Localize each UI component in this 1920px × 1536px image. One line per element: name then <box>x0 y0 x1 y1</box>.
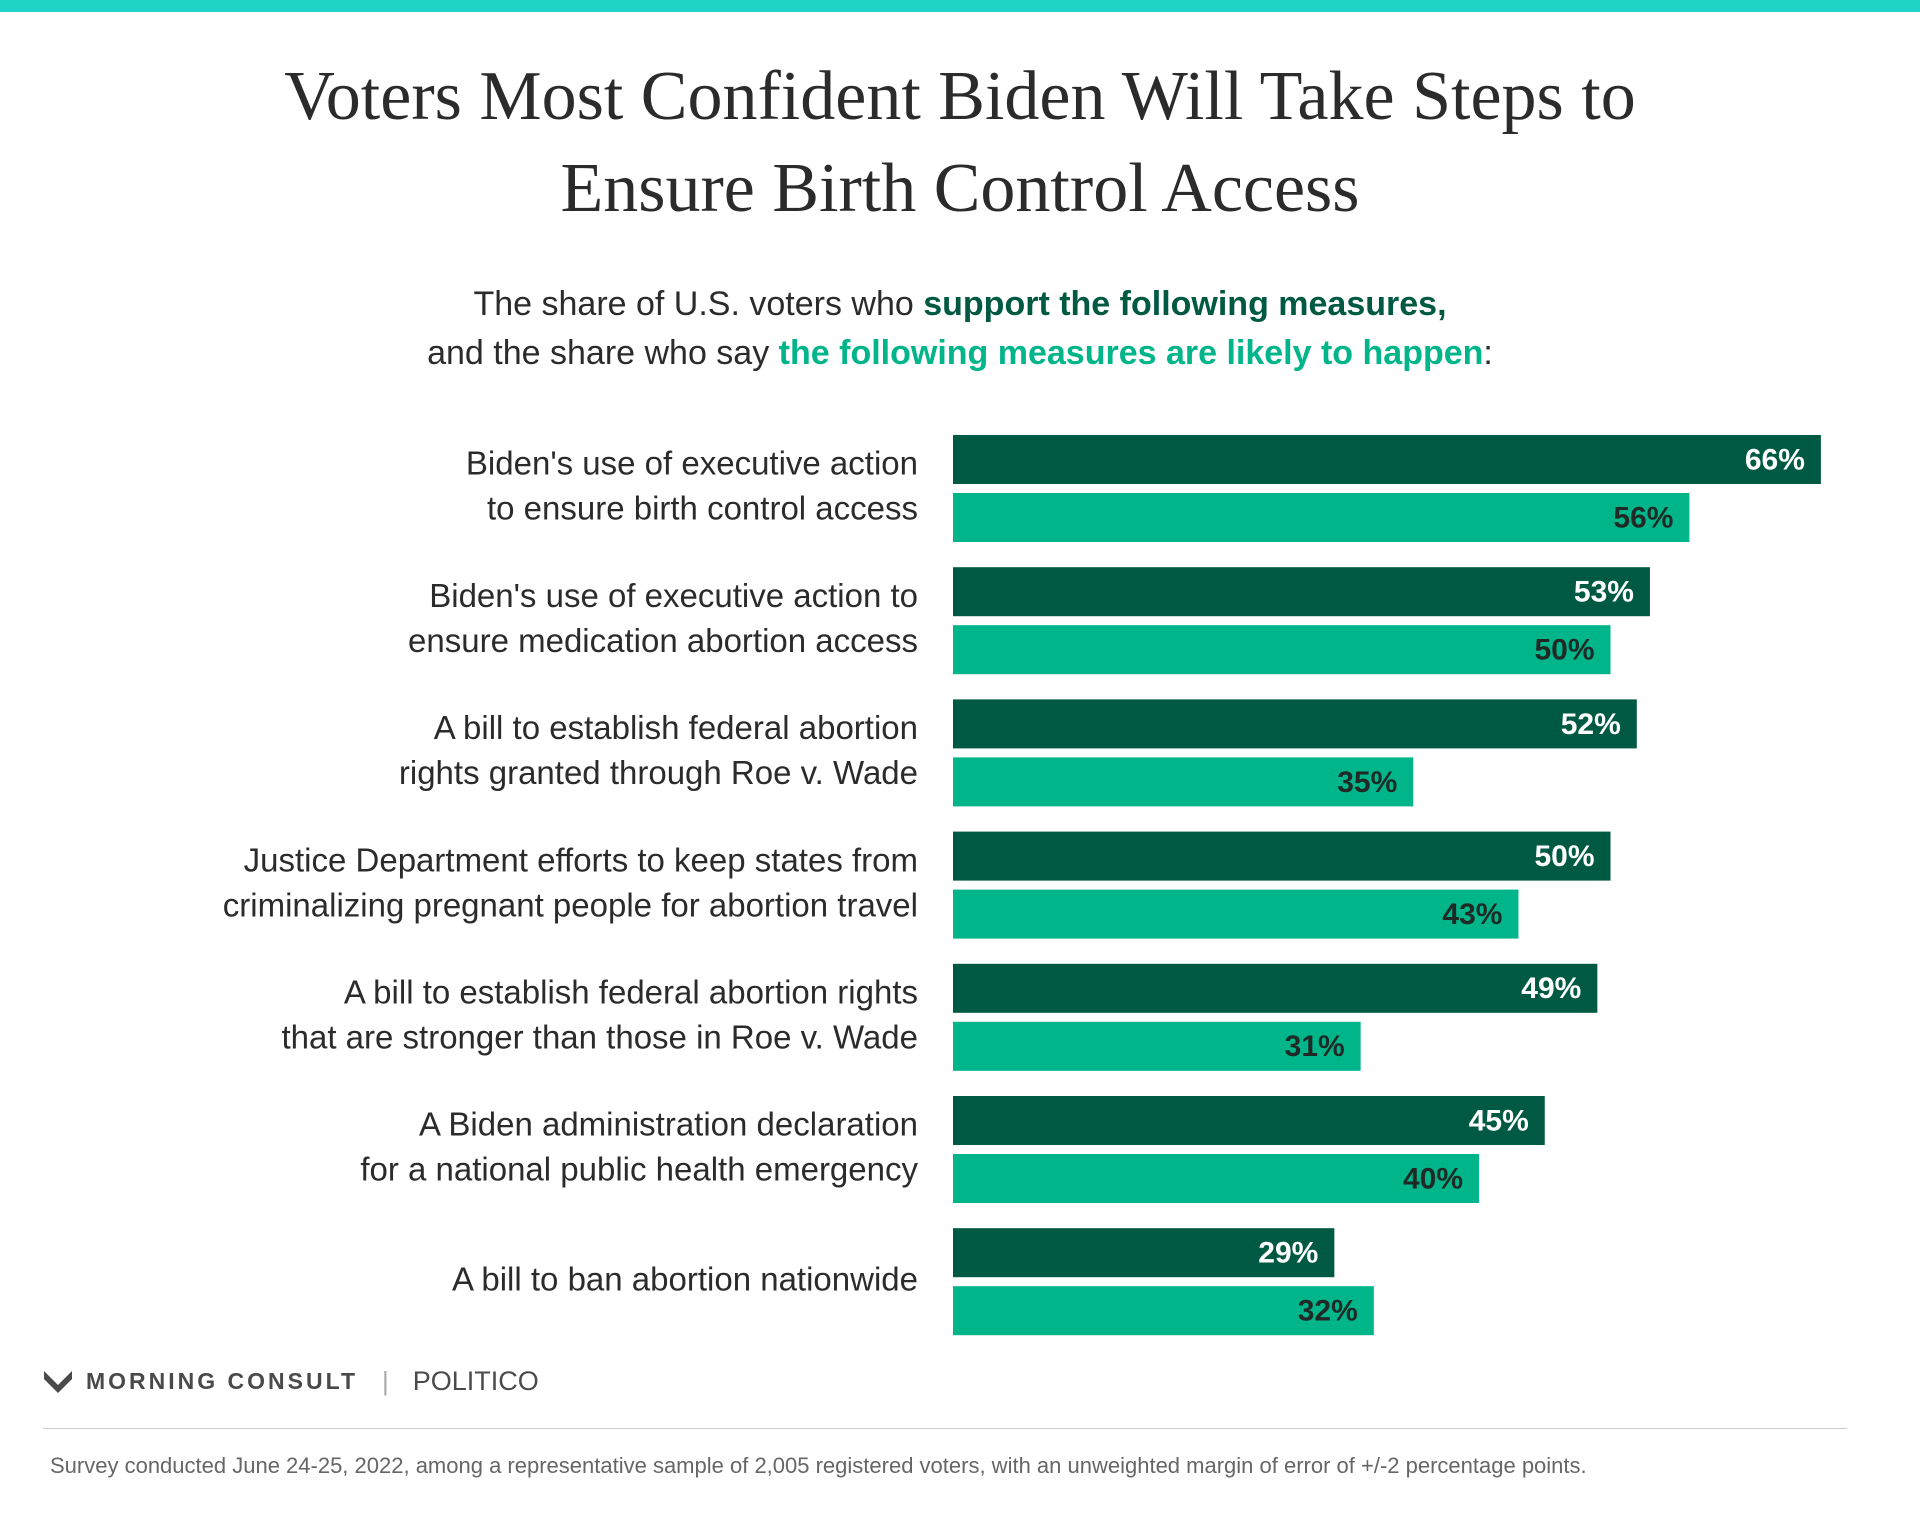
value-label: 29% <box>1258 1237 1318 1270</box>
logo-mark <box>44 1371 72 1393</box>
subtitle-text: and the share who say <box>427 334 770 372</box>
bar <box>953 1021 1361 1071</box>
value-label: 53% <box>1574 576 1634 609</box>
category-label: rights granted through Roe v. Wade <box>399 754 918 791</box>
category-label: Biden's use of executive action to <box>429 577 918 614</box>
rule <box>43 1428 1847 1429</box>
bar <box>953 699 1637 749</box>
value-label: 66% <box>1745 443 1805 476</box>
bar <box>953 435 1821 484</box>
category-label: that are stronger than those in Roe v. W… <box>281 1019 918 1056</box>
value-label: 50% <box>1534 634 1594 667</box>
subtitle-text: , <box>1437 285 1447 323</box>
category-label: A bill to establish federal abortion <box>434 709 918 746</box>
subtitle: The share of U.S. voters who support the… <box>0 287 1920 321</box>
chart-title: Ensure Birth Control Access <box>560 150 1360 227</box>
value-label: 52% <box>1561 708 1621 741</box>
value-label: 35% <box>1337 766 1397 799</box>
bar <box>953 889 1519 939</box>
chart-title: Voters Most Confident Biden Will Take St… <box>284 58 1636 135</box>
category-label: A Biden administration declaration <box>419 1106 918 1143</box>
subtitle-text: : <box>1483 334 1493 372</box>
bar <box>953 1228 1335 1278</box>
bar <box>953 963 1598 1013</box>
value-label: 45% <box>1469 1104 1529 1137</box>
bar <box>953 625 1611 675</box>
category-label: Justice Department efforts to keep state… <box>244 841 918 878</box>
logos: MORNING CONSULT | POLITICO <box>44 1364 539 1398</box>
bar <box>953 757 1414 807</box>
value-label: 56% <box>1613 501 1673 534</box>
value-label: 32% <box>1298 1295 1358 1328</box>
subtitle-text: The share of U.S. voters who <box>473 285 914 323</box>
category-label: ensure medication abortion access <box>408 622 918 659</box>
category-label: A bill to establish federal abortion rig… <box>344 974 918 1011</box>
category-label: Biden's use of executive action <box>466 445 918 482</box>
value-label: 40% <box>1403 1162 1463 1195</box>
bar <box>953 1096 1545 1145</box>
value-label: 31% <box>1285 1030 1345 1063</box>
value-label: 50% <box>1534 840 1594 873</box>
bar <box>953 1286 1374 1336</box>
bar <box>953 567 1650 617</box>
bar <box>953 831 1611 881</box>
category-label: to ensure birth control access <box>487 490 918 527</box>
bar <box>953 1154 1479 1203</box>
value-label: 43% <box>1442 898 1502 931</box>
legend-entry: support the following measures <box>923 285 1438 323</box>
footnote: Survey conducted June 24-25, 2022, among… <box>50 1453 1587 1478</box>
bar <box>953 493 1690 542</box>
top-bar <box>0 0 1920 12</box>
separator: | <box>382 1365 389 1396</box>
category-label: for a national public health emergency <box>360 1151 918 1188</box>
subtitle: and the share who say the following meas… <box>0 336 1920 370</box>
logo-text: MORNING CONSULT <box>86 1367 359 1394</box>
logo-text: POLITICO <box>412 1365 539 1396</box>
chart: Biden's use of executive action to ensure… <box>223 435 1821 1336</box>
category-label: criminalizing pregnant people for aborti… <box>223 886 918 923</box>
value-label: 49% <box>1521 972 1581 1005</box>
category-label: A bill to ban abortion nationwide <box>452 1260 918 1297</box>
legend-entry: the following measures are likely to hap… <box>778 334 1484 372</box>
